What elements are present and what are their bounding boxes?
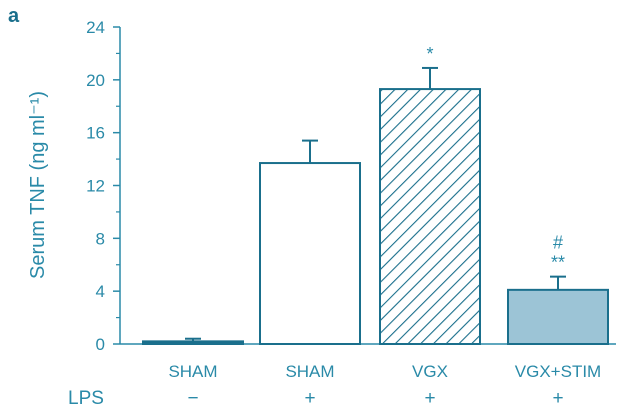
lps-row-value: + [304, 388, 315, 409]
significance-marker: # [553, 233, 563, 253]
x-category-label: VGX [412, 362, 448, 381]
bar [507, 288, 609, 345]
lps-row-value: + [552, 388, 563, 409]
x-category-label: SHAM [168, 362, 217, 381]
lps-row-value: − [187, 388, 198, 409]
lps-row-value: + [424, 388, 435, 409]
y-tick-label: 20 [86, 71, 105, 90]
bar [142, 340, 244, 346]
y-tick-label: 8 [96, 229, 105, 248]
y-tick-label: 12 [86, 177, 105, 196]
significance-marker: * [426, 44, 433, 64]
x-category-label: VGX+STIM [515, 362, 601, 381]
y-tick-label: 24 [86, 18, 105, 37]
lps-row-label: LPS [68, 388, 104, 409]
y-tick-label: 16 [86, 124, 105, 143]
y-tick-label: 4 [96, 282, 105, 301]
y-tick-label: 0 [96, 335, 105, 354]
bar [259, 162, 361, 345]
significance-marker: ** [551, 253, 565, 273]
panel-label: a [8, 5, 20, 27]
y-axis-label: Serum TNF (ng ml⁻¹) [27, 91, 49, 279]
bar [379, 88, 481, 346]
x-category-label: SHAM [285, 362, 334, 381]
